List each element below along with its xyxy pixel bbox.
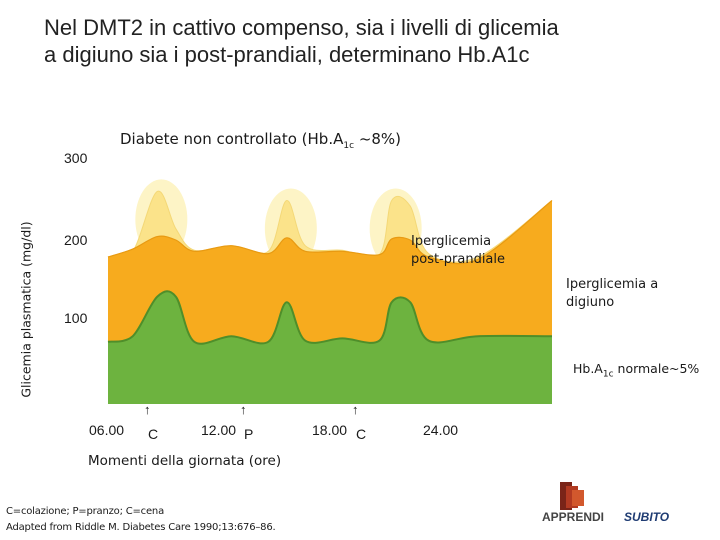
chart-subtitle: Diabete non controllato (Hb.A1c ~8%) <box>120 130 401 151</box>
subtitle-sub: 1c <box>343 141 355 151</box>
annotation-normal: Hb.A1c normale~5% <box>573 360 699 384</box>
meal-label-dinner: C <box>356 426 367 442</box>
normal-tail: normale~5% <box>613 361 700 376</box>
normal-sub: 1c <box>602 369 614 380</box>
y-tick-200: 200 <box>64 232 88 248</box>
subtitle-main: Diabete non controllato (Hb.A <box>120 130 344 148</box>
footer-citation: Adapted from Riddle M. Diabetes Care 199… <box>6 522 276 533</box>
series-normal-line <box>107 290 553 345</box>
slide-title: Nel DMT2 in cattivo compenso, sia i live… <box>44 14 694 68</box>
annotation-fasting-line2: digiuno <box>566 295 615 310</box>
x-tick-2400: 24.00 <box>423 422 459 438</box>
logo-mark <box>560 482 584 510</box>
annotation-postprandial-line1: Iperglicemia <box>411 234 492 249</box>
normal-main: Hb.A <box>573 361 603 376</box>
annotation-postprandial: Iperglicemia post-prandiale <box>411 233 505 269</box>
footer-legend: C=colazione; P=pranzo; C=cena <box>6 506 164 517</box>
annotation-fasting-line1: Iperglicemia a <box>566 277 659 292</box>
meal-label-breakfast: C <box>148 426 159 442</box>
annotation-fasting: Iperglicemia a digiuno <box>566 276 658 312</box>
annotation-postprandial-line2: post-prandiale <box>411 252 506 267</box>
subtitle-tail: ~8%) <box>354 130 402 148</box>
y-tick-100: 100 <box>64 310 88 326</box>
title-line-2: a digiuno sia i post-prandiali, determin… <box>44 42 530 67</box>
x-tick-1800: 18.00 <box>312 422 348 438</box>
meal-arrow-dinner: ↑ <box>352 402 359 417</box>
logo-text-apprendi: APPRENDI <box>542 510 604 524</box>
apprendi-subito-logo: APPRENDI SUBITO <box>542 482 670 524</box>
meal-arrow-breakfast: ↑ <box>144 402 151 417</box>
meal-arrow-lunch: ↑ <box>240 402 247 417</box>
x-axis-label: Momenti della giornata (ore) <box>88 453 282 469</box>
x-tick-1200: 12.00 <box>201 422 237 438</box>
x-tick-0600: 06.00 <box>89 422 125 438</box>
y-tick-300: 300 <box>64 150 88 166</box>
series-normal-area <box>108 291 552 404</box>
series-fasting-area <box>108 200 552 344</box>
meal-label-lunch: P <box>244 426 254 442</box>
title-line-1: Nel DMT2 in cattivo compenso, sia i live… <box>44 15 559 40</box>
logo-text-subito: SUBITO <box>624 510 670 524</box>
series-fasting-line <box>107 200 553 265</box>
